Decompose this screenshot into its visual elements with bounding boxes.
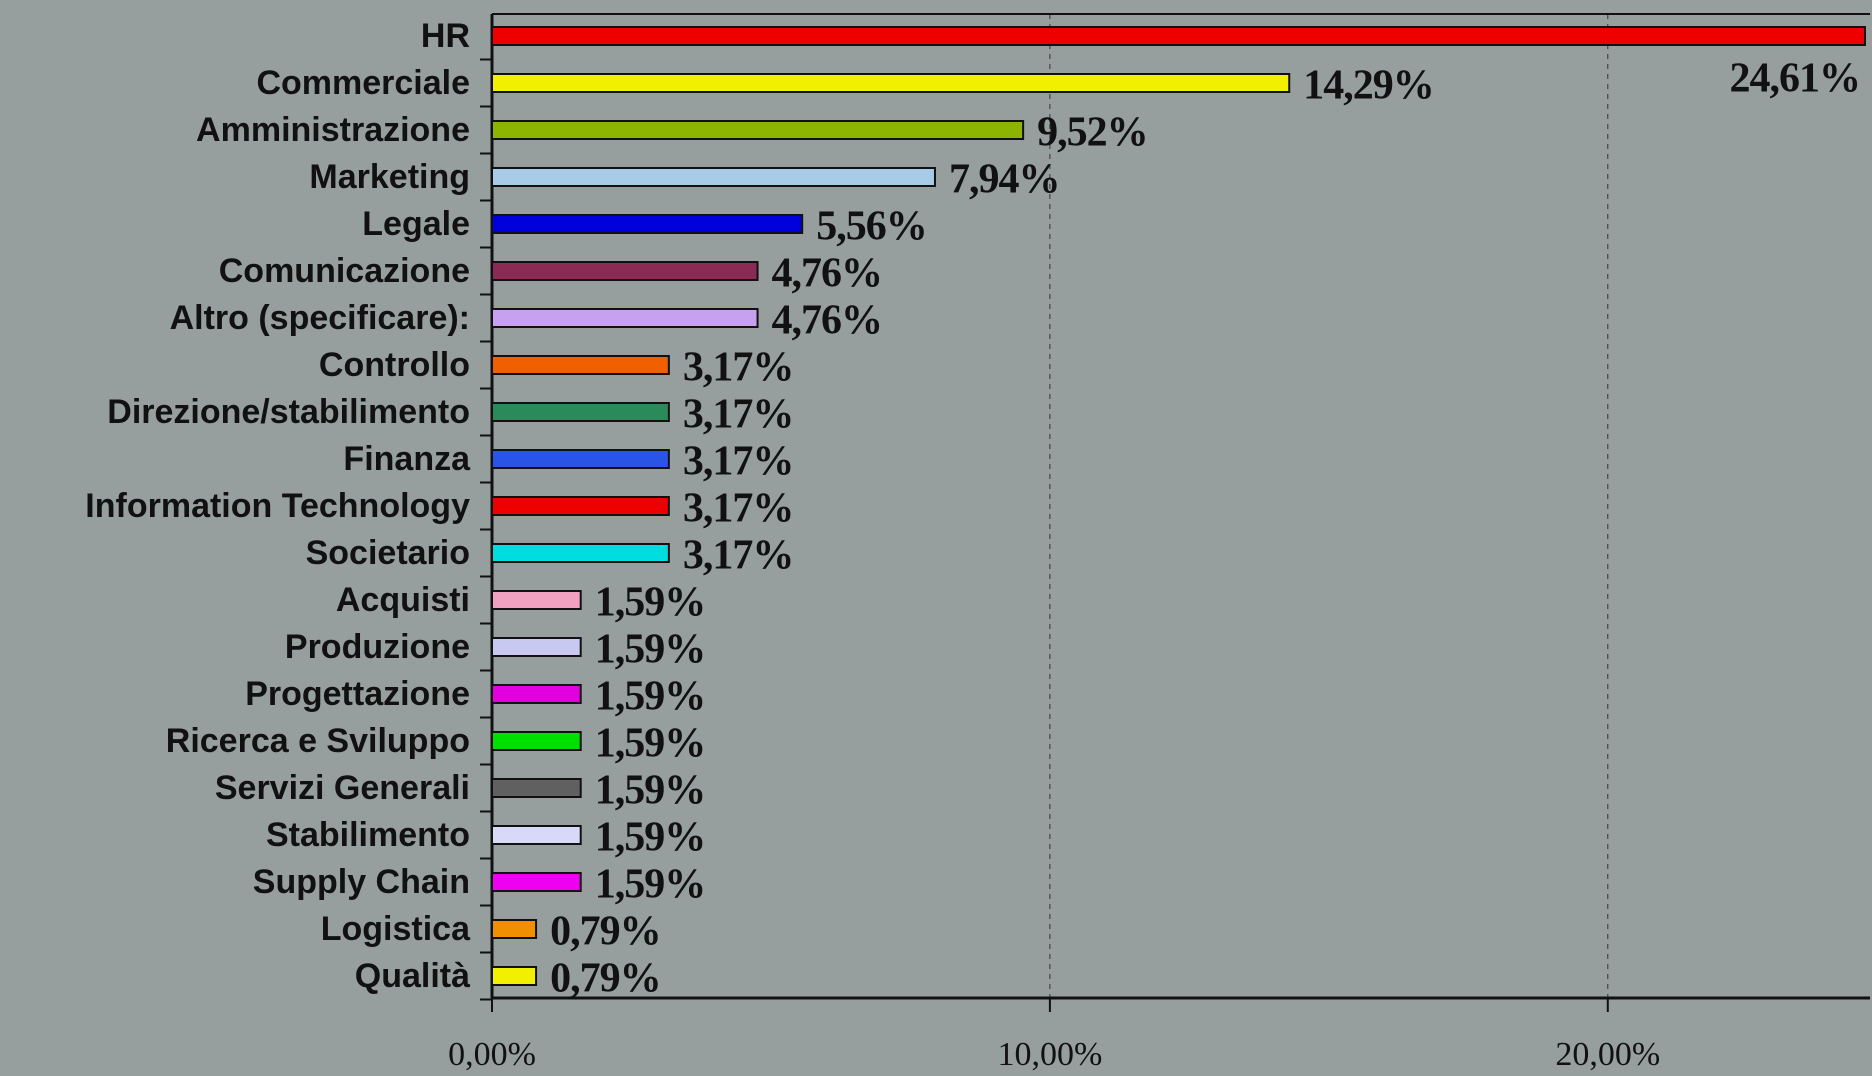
bar (492, 685, 581, 703)
bar (492, 356, 669, 374)
bar (492, 591, 581, 609)
bar (492, 450, 669, 468)
value-label: 3,17% (683, 345, 794, 391)
value-label: 24,61% (1730, 56, 1861, 102)
value-label: 7,94% (949, 157, 1060, 203)
x-tick-label: 10,00% (997, 1036, 1102, 1073)
y-tick-label: Stabilimento (266, 816, 470, 854)
value-label: 1,59% (595, 721, 706, 767)
bar (492, 497, 669, 515)
bar (492, 74, 1289, 92)
value-label: 1,59% (595, 580, 706, 626)
y-tick-label: Servizi Generali (215, 769, 470, 807)
y-tick-label: Ricerca e Sviluppo (166, 722, 470, 760)
bar (492, 309, 758, 327)
bar (492, 121, 1023, 139)
bar (492, 262, 758, 280)
value-label: 3,17% (683, 392, 794, 438)
value-label: 4,76% (772, 298, 883, 344)
y-tick-label: Direzione/stabilimento (107, 393, 470, 431)
value-label: 0,79% (550, 909, 661, 955)
value-label: 3,17% (683, 533, 794, 579)
y-tick-label: Qualità (355, 957, 470, 995)
value-label: 1,59% (595, 862, 706, 908)
page: {"chart_data": {"type": "barh", "categor… (0, 0, 1872, 1076)
bar (492, 779, 581, 797)
x-tick-label: 20,00% (1555, 1036, 1660, 1073)
y-tick-label: Supply Chain (253, 863, 470, 901)
value-label: 3,17% (683, 486, 794, 532)
bar (492, 215, 802, 233)
bar (492, 826, 581, 844)
bar (492, 873, 581, 891)
y-tick-label: Societario (306, 534, 470, 572)
bar (492, 168, 935, 186)
y-tick-label: Information Technology (85, 487, 470, 525)
value-label: 1,59% (595, 674, 706, 720)
y-tick-label: Amministrazione (196, 111, 470, 149)
y-tick-label: Marketing (309, 158, 470, 196)
y-tick-label: Commerciale (256, 64, 470, 102)
y-tick-label: Comunicazione (219, 252, 470, 290)
bar (492, 920, 536, 938)
chart: 0,00% 10,00% 20,00% HR 24,61% Commerciale 14,2… (0, 0, 1872, 1076)
x-tick-label: 0,00% (448, 1036, 536, 1073)
y-tick-label: Finanza (343, 440, 471, 478)
value-label: 9,52% (1037, 110, 1148, 156)
y-tick-label: Produzione (285, 628, 470, 666)
y-tick-label: HR (421, 17, 470, 55)
y-tick-label: Logistica (321, 910, 471, 948)
value-label: 1,59% (595, 768, 706, 814)
value-label: 3,17% (683, 439, 794, 485)
bar (492, 638, 581, 656)
y-tick-label: Acquisti (336, 581, 470, 619)
y-tick-label: Legale (362, 205, 470, 243)
value-label: 14,29% (1303, 63, 1434, 109)
value-label: 1,59% (595, 815, 706, 861)
bar (492, 544, 669, 562)
bar (492, 732, 581, 750)
bar (492, 967, 536, 985)
value-label: 5,56% (816, 204, 927, 250)
bar (492, 27, 1865, 45)
value-label: 0,79% (550, 956, 661, 1002)
y-tick-label: Controllo (319, 346, 470, 384)
bar (492, 403, 669, 421)
y-tick-label: Altro (specificare): (170, 299, 470, 337)
y-tick-label: Progettazione (245, 675, 470, 713)
value-label: 1,59% (595, 627, 706, 673)
value-label: 4,76% (772, 251, 883, 297)
